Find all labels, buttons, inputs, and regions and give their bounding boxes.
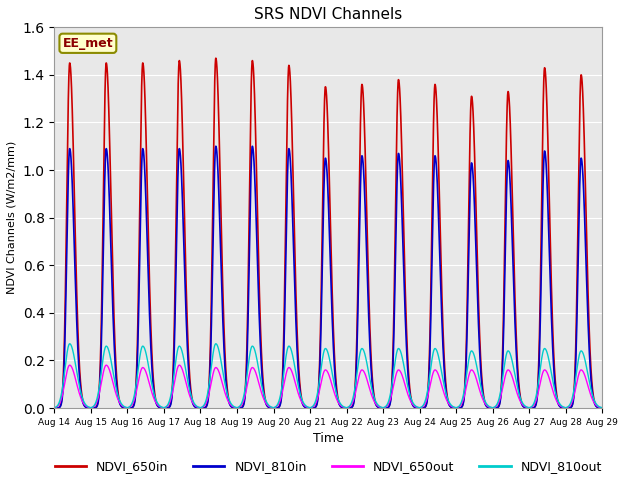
NDVI_650out: [256, 383, 264, 389]
NDVI_810out: [598, 405, 606, 410]
NDVI_650out: [598, 405, 606, 411]
NDVI_650out: [51, 405, 58, 411]
NDVI_650in: [212, 55, 220, 61]
NDVI_650out: [343, 405, 351, 411]
NDVI_650out: [162, 404, 170, 410]
NDVI_810out: [162, 404, 170, 410]
Title: SRS NDVI Channels: SRS NDVI Channels: [254, 7, 403, 22]
NDVI_810out: [482, 400, 490, 406]
NDVI_650out: [482, 402, 490, 408]
NDVI_810in: [482, 402, 490, 408]
NDVI_810in: [256, 322, 264, 328]
Text: EE_met: EE_met: [63, 37, 113, 50]
NDVI_810in: [596, 405, 604, 411]
NDVI_650out: [404, 392, 412, 397]
NDVI_810out: [66, 341, 74, 347]
NDVI_810in: [168, 397, 175, 403]
NDVI_650in: [482, 402, 490, 408]
NDVI_650in: [404, 360, 412, 366]
NDVI_650out: [596, 405, 604, 410]
Line: NDVI_650in: NDVI_650in: [54, 58, 602, 408]
NDVI_650in: [168, 395, 175, 400]
NDVI_810in: [598, 405, 606, 411]
Line: NDVI_810out: NDVI_810out: [54, 344, 602, 408]
NDVI_810in: [404, 370, 412, 376]
Legend: NDVI_650in, NDVI_810in, NDVI_650out, NDVI_810out: NDVI_650in, NDVI_810in, NDVI_650out, NDV…: [49, 455, 607, 478]
X-axis label: Time: Time: [313, 432, 344, 445]
NDVI_810out: [596, 404, 604, 410]
Line: NDVI_810in: NDVI_810in: [54, 146, 602, 408]
NDVI_650in: [598, 405, 606, 411]
NDVI_650in: [51, 405, 58, 411]
Line: NDVI_650out: NDVI_650out: [54, 365, 602, 408]
NDVI_810out: [404, 384, 412, 390]
NDVI_810in: [162, 405, 170, 411]
NDVI_810in: [51, 405, 58, 411]
NDVI_650in: [162, 405, 170, 411]
NDVI_810in: [212, 144, 220, 149]
NDVI_810out: [256, 371, 264, 377]
NDVI_650in: [596, 405, 604, 411]
NDVI_650in: [256, 295, 264, 300]
NDVI_650out: [168, 394, 175, 399]
NDVI_650out: [66, 362, 74, 368]
NDVI_810out: [51, 405, 58, 410]
Y-axis label: NDVI Channels (W/m2/mm): NDVI Channels (W/m2/mm): [7, 141, 17, 294]
NDVI_810out: [168, 388, 175, 394]
